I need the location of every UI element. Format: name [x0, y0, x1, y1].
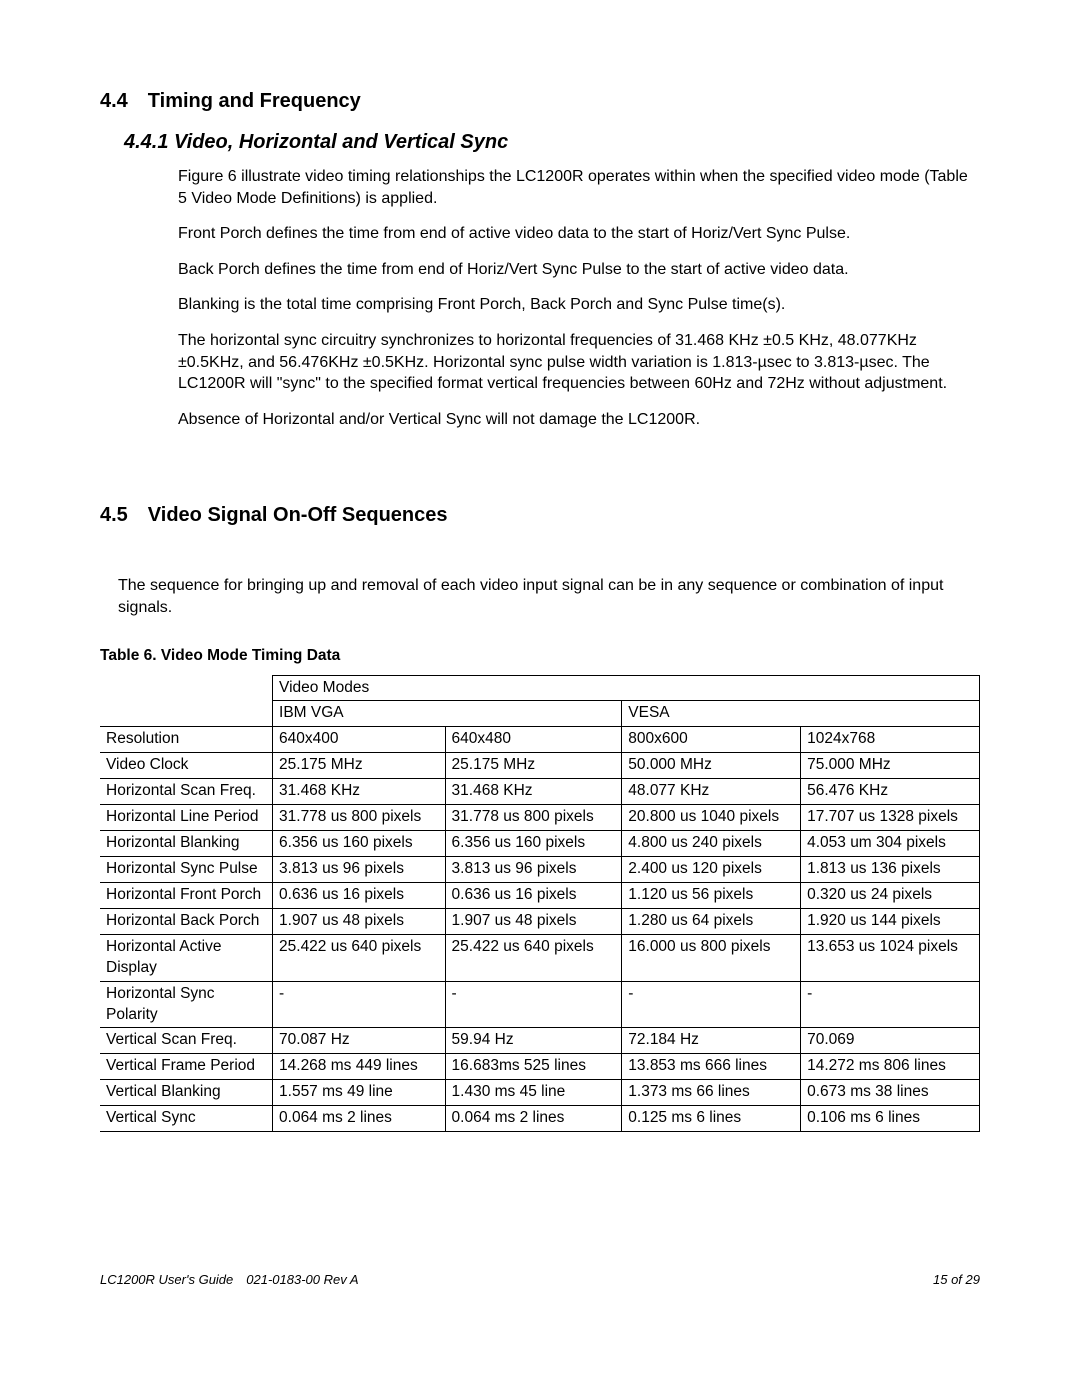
table-cell: 0.320 us 24 pixels	[801, 882, 980, 908]
table-cell: 1.813 us 136 pixels	[801, 856, 980, 882]
table-cell: 0.125 ms 6 lines	[622, 1106, 801, 1132]
table-column-header: VESA	[622, 701, 980, 727]
table-cell-empty	[100, 675, 273, 701]
table-caption: Table 6. Video Mode Timing Data	[100, 647, 980, 665]
table-cell: 17.707 us 1328 pixels	[801, 805, 980, 831]
table-cell: 13.653 us 1024 pixels	[801, 934, 980, 981]
table-row-label: Vertical Scan Freq.	[100, 1028, 273, 1054]
footer-left: LC1200R User's Guide 021-0183-00 Rev A	[100, 1272, 359, 1287]
table-cell: 4.800 us 240 pixels	[622, 831, 801, 857]
table-cell: 14.268 ms 449 lines	[273, 1054, 446, 1080]
table-row-label: Horizontal Sync Pulse	[100, 856, 273, 882]
table-cell: 31.778 us 800 pixels	[445, 805, 622, 831]
section-4-5-heading: 4.5 Video Signal On-Off Sequences	[100, 504, 980, 527]
table-row-label: Vertical Sync	[100, 1106, 273, 1132]
paragraph: The sequence for bringing up and removal…	[118, 575, 980, 618]
section-4-4-heading: 4.4 Timing and Frequency	[100, 90, 980, 113]
table-cell: 25.422 us 640 pixels	[445, 934, 622, 981]
table-cell: 20.800 us 1040 pixels	[622, 805, 801, 831]
table-cell: 1.907 us 48 pixels	[273, 908, 446, 934]
table-column-header: IBM VGA	[273, 701, 622, 727]
table-cell: 31.778 us 800 pixels	[273, 805, 446, 831]
table-cell: -	[801, 981, 980, 1028]
section-4-4-1-heading: 4.4.1 Video, Horizontal and Vertical Syn…	[124, 131, 980, 154]
table-row-label: Video Clock	[100, 753, 273, 779]
paragraph: Absence of Horizontal and/or Vertical Sy…	[178, 409, 980, 431]
table-cell: 0.064 ms 2 lines	[273, 1106, 446, 1132]
table-row-label: Horizontal Active Display	[100, 934, 273, 981]
table-cell: 72.184 Hz	[622, 1028, 801, 1054]
table-cell: 0.064 ms 2 lines	[445, 1106, 622, 1132]
table-cell: 1.430 ms 45 line	[445, 1080, 622, 1106]
table-row-label: Horizontal Line Period	[100, 805, 273, 831]
table-cell: 1024x768	[801, 727, 980, 753]
table-row-label: Horizontal Front Porch	[100, 882, 273, 908]
paragraph: Blanking is the total time comprising Fr…	[178, 294, 980, 316]
table-cell: 3.813 us 96 pixels	[273, 856, 446, 882]
table-cell: 4.053 um 304 pixels	[801, 831, 980, 857]
table-row-label: Horizontal Sync Polarity	[100, 981, 273, 1028]
table-cell: 59.94 Hz	[445, 1028, 622, 1054]
table-row-label: Horizontal Scan Freq.	[100, 779, 273, 805]
table-cell: 13.853 ms 666 lines	[622, 1054, 801, 1080]
table-cell: 1.907 us 48 pixels	[445, 908, 622, 934]
paragraph: The horizontal sync circuitry synchroniz…	[178, 330, 980, 395]
table-cell: 48.077 KHz	[622, 779, 801, 805]
table-cell: 640x480	[445, 727, 622, 753]
table-cell: 0.106 ms 6 lines	[801, 1106, 980, 1132]
table-cell: 0.636 us 16 pixels	[273, 882, 446, 908]
table-cell: 1.557 ms 49 line	[273, 1080, 446, 1106]
table-cell: 1.280 us 64 pixels	[622, 908, 801, 934]
table-row-label: Vertical Frame Period	[100, 1054, 273, 1080]
table-cell: -	[622, 981, 801, 1028]
table-cell: 75.000 MHz	[801, 753, 980, 779]
table-cell: 16.000 us 800 pixels	[622, 934, 801, 981]
table-cell: 70.069	[801, 1028, 980, 1054]
table-row-label: Resolution	[100, 727, 273, 753]
table-cell: 25.175 MHz	[445, 753, 622, 779]
footer-right: 15 of 29	[933, 1272, 980, 1287]
table-cell: 3.813 us 96 pixels	[445, 856, 622, 882]
table-cell: 25.422 us 640 pixels	[273, 934, 446, 981]
timing-table: Video ModesIBM VGAVESAResolution640x4006…	[100, 675, 980, 1133]
table-row-label: Horizontal Back Porch	[100, 908, 273, 934]
table-cell: 0.673 ms 38 lines	[801, 1080, 980, 1106]
table-cell: 70.087 Hz	[273, 1028, 446, 1054]
table-cell: 50.000 MHz	[622, 753, 801, 779]
table-row-label: Vertical Blanking	[100, 1080, 273, 1106]
paragraph: Figure 6 illustrate video timing relatio…	[178, 166, 980, 209]
table-cell: 0.636 us 16 pixels	[445, 882, 622, 908]
table-cell: 31.468 KHz	[273, 779, 446, 805]
table-cell: 1.920 us 144 pixels	[801, 908, 980, 934]
table-cell: 1.373 ms 66 lines	[622, 1080, 801, 1106]
table-cell: 2.400 us 120 pixels	[622, 856, 801, 882]
paragraph: Front Porch defines the time from end of…	[178, 223, 980, 245]
table-row-label: Horizontal Blanking	[100, 831, 273, 857]
table-cell: 640x400	[273, 727, 446, 753]
table-cell: 56.476 KHz	[801, 779, 980, 805]
table-cell: 6.356 us 160 pixels	[445, 831, 622, 857]
page: 4.4 Timing and Frequency 4.4.1 Video, Ho…	[0, 0, 1080, 1327]
table-cell: -	[273, 981, 446, 1028]
table-cell: 16.683ms 525 lines	[445, 1054, 622, 1080]
table-cell: 800x600	[622, 727, 801, 753]
table-cell: 1.120 us 56 pixels	[622, 882, 801, 908]
table-cell: 14.272 ms 806 lines	[801, 1054, 980, 1080]
table-header-group: Video Modes	[273, 675, 980, 701]
table-cell: 31.468 KHz	[445, 779, 622, 805]
table-cell-empty	[100, 701, 273, 727]
table-cell: 25.175 MHz	[273, 753, 446, 779]
page-footer: LC1200R User's Guide 021-0183-00 Rev A 1…	[100, 1272, 980, 1287]
table-cell: 6.356 us 160 pixels	[273, 831, 446, 857]
paragraph: Back Porch defines the time from end of …	[178, 259, 980, 281]
table-cell: -	[445, 981, 622, 1028]
